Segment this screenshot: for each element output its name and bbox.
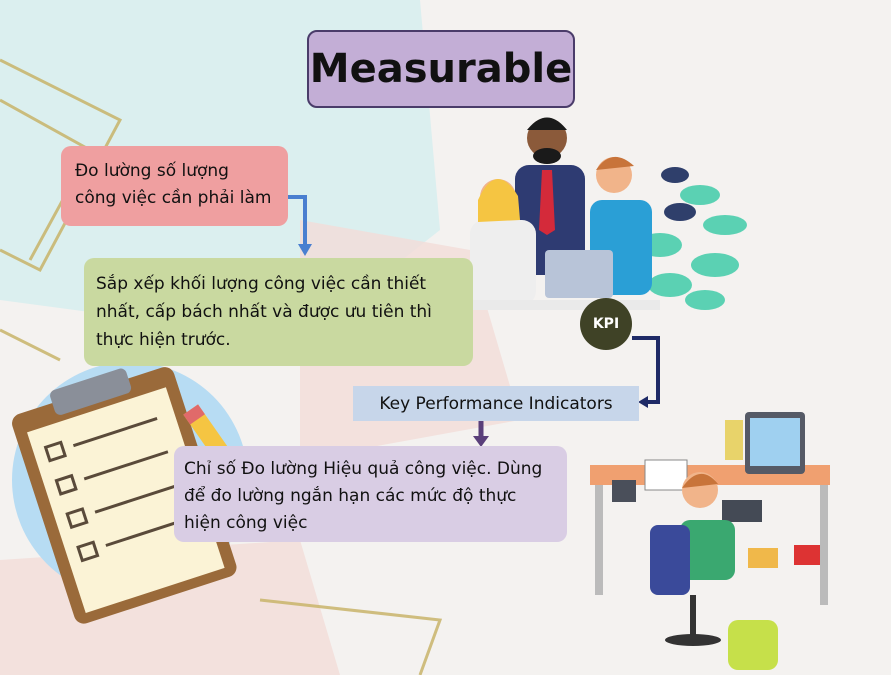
kpi-definition-box: Chỉ số Đo lường Hiệu quả công việc. Dùng…: [174, 446, 567, 542]
prioritize-box: Sắp xếp khối lượng công việc cần thiết n…: [84, 258, 473, 366]
box3-line: hiện công việc: [184, 513, 308, 533]
box3-line: để đo lường ngắn hạn các mức độ thực: [184, 486, 517, 506]
box3-line: Chỉ số Đo lường Hiệu quả công việc. Dùng: [184, 459, 543, 479]
boy-desk-illustration: [590, 412, 830, 670]
connector-arrow-3: [473, 421, 489, 447]
connector-arrow-2: [632, 336, 660, 404]
box2-line: nhất, cấp bách nhất và được ưu tiên thì: [96, 302, 432, 322]
connector-arrow-1: [288, 195, 307, 246]
kpi-label: Key Performance Indicators: [353, 386, 639, 421]
box2-line: Sắp xếp khối lượng công việc cần thiết: [96, 274, 427, 294]
box2-line: thực hiện trước.: [96, 330, 231, 350]
team-illustration: [460, 117, 747, 310]
kpi-badge: KPI: [580, 298, 632, 350]
measure-quantity-box: Đo lường số lượng công việc cần phải làm: [61, 146, 288, 226]
box1-line: Đo lường số lượng: [75, 161, 229, 181]
box1-line: công việc cần phải làm: [75, 188, 272, 208]
page-title: Measurable: [307, 30, 575, 108]
